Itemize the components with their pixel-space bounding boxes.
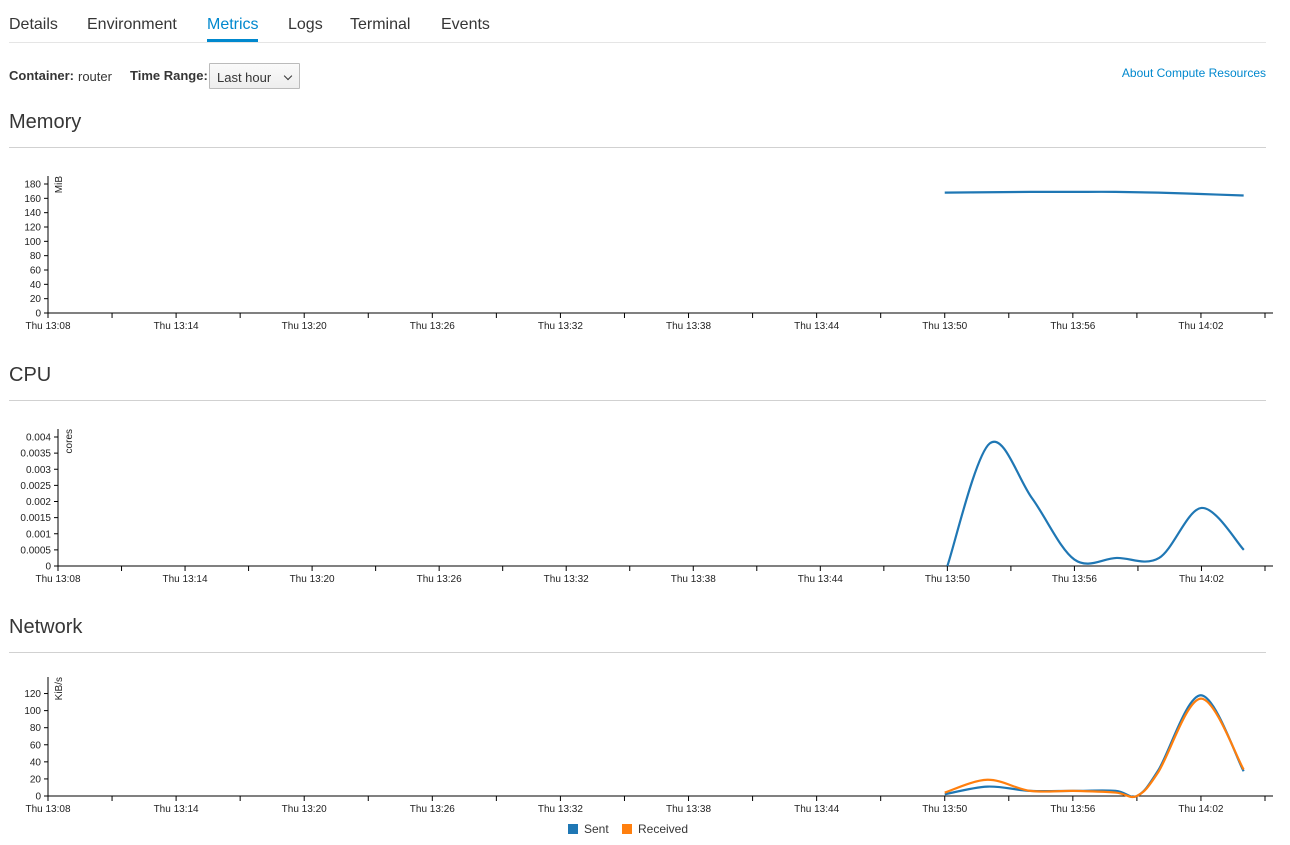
memory-x-tick-label: Thu 13:14 [154, 321, 199, 332]
cpu-x-tick-label: Thu 13:32 [544, 574, 589, 585]
network-y-axis-label: KiB/s [54, 677, 65, 700]
network-y-tick-label: 20 [30, 774, 42, 785]
cpu-y-tick-label: 0.0025 [20, 481, 51, 492]
network-y-tick-label: 120 [24, 689, 41, 700]
container-label: Container: [9, 68, 74, 83]
network-series-line-sent [944, 694, 1245, 798]
network-y-tick-label: 80 [30, 723, 42, 734]
memory-x-tick-label: Thu 13:38 [666, 321, 711, 332]
memory-y-tick-label: 160 [24, 194, 41, 205]
memory-y-tick-label: 60 [30, 266, 42, 277]
legend-swatch-sent [568, 824, 578, 834]
network-y-tick-label: 0 [35, 792, 41, 803]
network-section-title: Network [9, 616, 83, 638]
cpu-y-tick-label: 0.001 [26, 529, 51, 540]
cpu-section-title: CPU [9, 364, 52, 386]
cpu-series-line-0 [946, 440, 1245, 567]
cpu-x-tick-label: Thu 13:44 [798, 574, 843, 585]
cpu-y-tick-label: 0.0005 [20, 545, 51, 556]
legend-item-sent[interactable]: Sent [568, 822, 609, 836]
cpu-x-tick-label: Thu 13:26 [417, 574, 462, 585]
memory-y-tick-label: 180 [24, 180, 41, 191]
cpu-y-tick-label: 0.0015 [20, 513, 51, 524]
cpu-x-tick-label: Thu 13:08 [35, 574, 80, 585]
tab-events[interactable]: Events [441, 16, 490, 33]
about-compute-resources-link[interactable]: About Compute Resources [1121, 66, 1266, 80]
memory-y-tick-label: 0 [35, 309, 41, 320]
memory-section-title: Memory [9, 111, 82, 133]
memory-x-tick-label: Thu 13:08 [25, 321, 70, 332]
cpu-x-tick-label: Thu 13:56 [1052, 574, 1097, 585]
cpu-x-tick-label: Thu 13:14 [163, 574, 208, 585]
network-divider [9, 652, 1266, 653]
chevron-down-icon [283, 71, 293, 81]
memory-x-tick-label: Thu 13:20 [282, 321, 327, 332]
cpu-y-axis-label: cores [64, 429, 75, 453]
time-range-label: Time Range: [130, 68, 208, 83]
network-x-tick-label: Thu 13:38 [666, 804, 711, 815]
time-range-value: Last hour [217, 70, 272, 85]
memory-divider [9, 147, 1266, 148]
network-y-tick-label: 40 [30, 757, 42, 768]
tab-logs[interactable]: Logs [288, 16, 323, 33]
network-x-tick-label: Thu 13:26 [410, 804, 455, 815]
tab-bar: Details Environment Metrics Logs Termina… [9, 0, 1266, 43]
cpu-y-tick-label: 0.003 [26, 465, 51, 476]
tab-details[interactable]: Details [9, 16, 58, 33]
memory-y-tick-label: 100 [24, 237, 41, 248]
legend-label-received: Received [638, 822, 689, 836]
cpu-x-tick-label: Thu 14:02 [1179, 574, 1224, 585]
memory-y-tick-label: 120 [24, 223, 41, 234]
memory-y-tick-label: 80 [30, 251, 42, 262]
legend-swatch-received [622, 824, 632, 834]
metrics-toolbar: Container: router Time Range: Last hour … [9, 62, 1266, 92]
memory-x-tick-label: Thu 13:50 [922, 321, 967, 332]
memory-x-tick-label: Thu 13:26 [410, 321, 455, 332]
cpu-y-tick-label: 0.002 [26, 497, 51, 508]
cpu-y-tick-label: 0.004 [26, 433, 51, 444]
cpu-x-tick-label: Thu 13:38 [671, 574, 716, 585]
memory-x-tick-label: Thu 13:32 [538, 321, 583, 332]
cpu-chart: 0 0.0005 0.001 0.0015 0.002 0.0025 0.003 0.0035… [20, 429, 1273, 585]
network-y-tick-label: 100 [24, 706, 41, 717]
active-tab-indicator [207, 39, 258, 42]
network-x-tick-label: Thu 13:20 [282, 804, 327, 815]
cpu-x-tick-label: Thu 13:20 [290, 574, 335, 585]
network-y-tick-label: 60 [30, 740, 42, 751]
memory-y-axis-label: MiB [54, 176, 65, 194]
network-x-tick-label: Thu 13:44 [794, 804, 839, 815]
tab-environment[interactable]: Environment [87, 16, 177, 33]
time-range-select[interactable]: Last hour [209, 63, 300, 89]
memory-x-tick-label: Thu 14:02 [1178, 321, 1223, 332]
network-x-tick-label: Thu 13:08 [25, 804, 70, 815]
cpu-y-tick-label: 0 [45, 562, 51, 573]
tab-terminal[interactable]: Terminal [350, 16, 411, 33]
network-x-tick-label: Thu 13:56 [1050, 804, 1095, 815]
network-series-line-received [944, 697, 1245, 799]
legend-item-received[interactable]: Received [622, 822, 688, 836]
network-x-tick-label: Thu 14:02 [1178, 804, 1223, 815]
network-x-tick-label: Thu 13:14 [154, 804, 199, 815]
legend-label-sent: Sent [584, 822, 609, 836]
network-chart: 0 20 40 60 80 100 120 Thu 13:08 Thu 13:14 Thu 13:… [24, 677, 1273, 815]
network-x-tick-label: Thu 13:32 [538, 804, 583, 815]
cpu-divider [9, 400, 1266, 401]
memory-series-line-0 [944, 190, 1244, 197]
tab-metrics[interactable]: Metrics [207, 16, 259, 33]
container-value: router [78, 69, 112, 84]
memory-chart: 0 20 40 60 80 100 120 140 160 180 Thu 13:08 Thu 13:… [24, 176, 1273, 332]
memory-y-tick-label: 140 [24, 208, 41, 219]
memory-x-tick-label: Thu 13:56 [1050, 321, 1095, 332]
memory-y-tick-label: 40 [30, 280, 42, 291]
memory-y-tick-label: 20 [30, 294, 42, 305]
cpu-x-tick-label: Thu 13:50 [925, 574, 970, 585]
network-x-tick-label: Thu 13:50 [922, 804, 967, 815]
memory-x-tick-label: Thu 13:44 [794, 321, 839, 332]
cpu-y-tick-label: 0.0035 [20, 449, 51, 460]
